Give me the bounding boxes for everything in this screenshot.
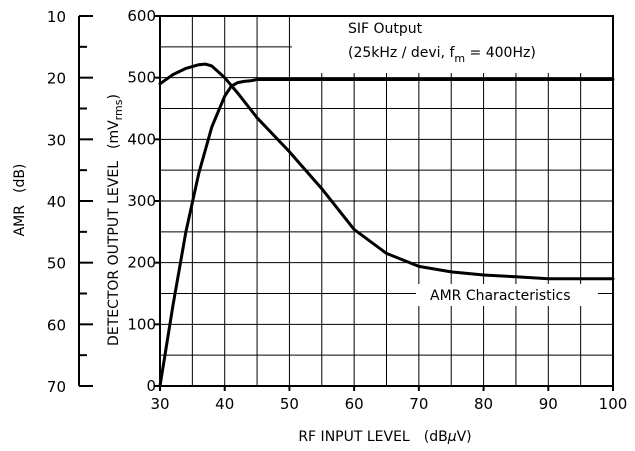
y-tick-label: 600 [127, 7, 156, 25]
amr-tick-label: 50 [47, 255, 66, 273]
amr-characteristics-label-box [416, 284, 598, 306]
annotation-boxes [292, 17, 612, 306]
sif-output-line [158, 78, 615, 388]
x-tick-label: 70 [409, 395, 428, 413]
bottom-axis: 30 40 50 60 70 80 90 100 [150, 386, 627, 413]
sif-output-params: (25kHz / devi, fm = 400Hz) [348, 45, 536, 65]
amr-characteristics-line [158, 62, 615, 281]
sif-params-post: = 400Hz) [465, 45, 536, 61]
amr-characteristics-label: AMR Characteristics [430, 288, 571, 304]
y-tick-label: 200 [127, 254, 156, 272]
y-axis-title-unit-post: ) [106, 94, 122, 99]
x-axis-title: RF INPUT LEVEL (dBμV) [298, 429, 471, 445]
grid [160, 16, 613, 386]
sif-params-pre: (25kHz / devi, f [348, 45, 455, 61]
x-axis-title-unit-pre: (dB [424, 429, 448, 445]
y-axis-title-unit-sub: rms [112, 99, 125, 120]
amr-tick-label: 40 [47, 193, 66, 211]
amr-tick-label: 60 [47, 316, 66, 334]
x-tick-label: 90 [539, 395, 558, 413]
sif-output-label-box [292, 17, 612, 73]
y-axis-title: DETECTOR OUTPUT LEVEL (mVrms) [106, 94, 125, 346]
x-axis-title-main: RF INPUT LEVEL [298, 429, 410, 445]
x-tick-label: 60 [345, 395, 364, 413]
x-tick-label: 100 [599, 395, 628, 413]
x-tick-label: 40 [215, 395, 234, 413]
sif-output-title: SIF Output [348, 21, 423, 37]
amr-tick-label: 20 [47, 70, 66, 88]
y-tick-label: 400 [127, 130, 156, 148]
y-axis-title-unit-pre: (mV [106, 120, 122, 149]
amr-axis-title-main: AMR [12, 205, 28, 237]
y-tick-label: 300 [127, 192, 156, 210]
y-tick-label: 500 [127, 69, 156, 87]
amr-axis: 10 20 30 40 50 60 70 [47, 8, 93, 396]
series-layer [158, 62, 615, 388]
x-axis-title-unit-mu: μ [447, 429, 457, 445]
amr-tick-label: 70 [47, 378, 66, 396]
amr-axis-title: AMR (dB) [12, 164, 28, 237]
amr-tick-label: 10 [47, 8, 66, 26]
left-axis: 0 100 200 300 400 500 600 [127, 7, 160, 395]
amr-tick-label: 30 [47, 131, 66, 149]
x-axis-title-unit-post: V) [457, 429, 472, 445]
x-tick-label: 80 [474, 395, 493, 413]
sif-params-sub: m [454, 52, 465, 65]
amr-axis-title-unit: (dB) [12, 164, 28, 193]
y-tick-label: 100 [127, 315, 156, 333]
x-tick-label: 50 [280, 395, 299, 413]
y-axis-title-main: DETECTOR OUTPUT LEVEL [106, 161, 122, 346]
x-tick-label: 30 [150, 395, 169, 413]
y-tick-label: 0 [146, 377, 156, 395]
